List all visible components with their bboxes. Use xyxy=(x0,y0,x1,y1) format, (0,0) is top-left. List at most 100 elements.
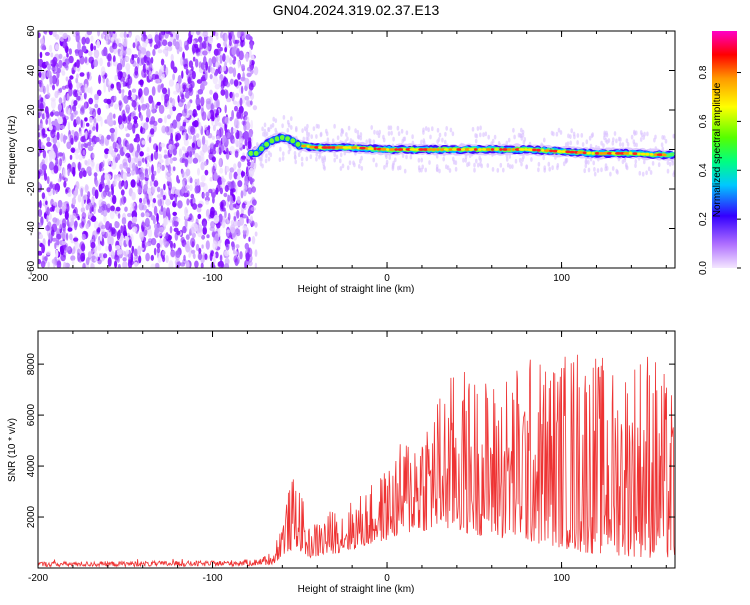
noise-speckle xyxy=(240,39,246,47)
noise-speckle xyxy=(157,255,162,263)
noise-speckle xyxy=(61,70,66,76)
faint-speckle xyxy=(300,156,304,162)
noise-speckle xyxy=(189,184,193,192)
noise-speckle xyxy=(167,46,173,52)
noise-speckle xyxy=(242,144,246,150)
noise-speckle xyxy=(244,95,250,101)
signal-core-blob xyxy=(443,148,449,151)
faint-speckle xyxy=(641,171,645,177)
noise-speckle xyxy=(253,66,259,76)
noise-speckle xyxy=(245,52,249,62)
noise-speckle xyxy=(232,137,235,144)
noise-speckle xyxy=(80,119,83,128)
noise-speckle xyxy=(112,61,119,67)
noise-speckle xyxy=(252,105,258,111)
noise-speckle xyxy=(121,195,126,205)
faint-speckle xyxy=(387,131,391,136)
noise-speckle xyxy=(144,217,150,228)
noise-speckle xyxy=(56,131,60,141)
noise-speckle xyxy=(241,202,246,209)
noise-speckle xyxy=(169,226,173,234)
signal-bead xyxy=(294,140,302,148)
faint-speckle xyxy=(473,167,476,173)
noise-speckle xyxy=(167,41,173,47)
noise-speckle xyxy=(93,117,97,123)
signal-core-blob xyxy=(356,146,361,150)
faint-speckle xyxy=(671,160,675,166)
noise-speckle xyxy=(191,241,195,248)
noise-speckle xyxy=(170,60,175,70)
noise-speckle xyxy=(86,31,92,36)
noise-speckle xyxy=(224,184,229,193)
noise-speckle xyxy=(46,206,50,216)
noise-speckle xyxy=(140,35,147,42)
noise-speckle xyxy=(146,152,150,162)
noise-speckle xyxy=(139,53,144,59)
faint-speckle xyxy=(639,130,643,135)
faint-speckle xyxy=(441,137,444,143)
faint-speckle xyxy=(611,166,615,171)
noise-speckle xyxy=(131,216,138,224)
signal-core-blob xyxy=(306,145,310,148)
noise-speckle xyxy=(62,134,67,144)
signal-core-blob xyxy=(301,144,307,148)
noise-speckle xyxy=(231,188,236,193)
noise-speckle xyxy=(65,76,69,82)
noise-speckle xyxy=(65,188,68,195)
noise-speckle xyxy=(175,134,179,142)
noise-speckle xyxy=(237,168,242,176)
noise-speckle xyxy=(132,42,136,49)
faint-speckle xyxy=(310,134,314,140)
noise-speckle xyxy=(220,199,227,207)
noise-speckle xyxy=(88,202,93,207)
noise-speckle xyxy=(208,152,214,161)
noise-speckle xyxy=(68,188,72,194)
noise-speckle xyxy=(198,247,202,254)
noise-speckle xyxy=(192,157,199,164)
noise-speckle xyxy=(162,250,166,256)
noise-speckle xyxy=(145,50,151,58)
noise-speckle xyxy=(165,255,169,264)
faint-speckle xyxy=(642,135,645,140)
faint-speckle xyxy=(322,161,325,167)
noise-speckle xyxy=(194,185,200,194)
noise-speckle xyxy=(156,194,163,199)
noise-speckle xyxy=(172,66,178,74)
noise-speckle xyxy=(157,198,163,207)
faint-speckle xyxy=(339,166,343,171)
faint-speckle xyxy=(331,138,335,144)
y-tick-label: 0 xyxy=(26,146,37,152)
noise-speckle xyxy=(148,136,152,144)
noise-speckle xyxy=(177,179,181,184)
noise-speckle xyxy=(159,31,165,39)
noise-speckle xyxy=(245,99,251,106)
noise-speckle xyxy=(87,87,92,94)
noise-speckle xyxy=(126,56,130,62)
noise-speckle xyxy=(149,180,153,187)
colorbar-tick-label: 0.4 xyxy=(698,163,709,177)
x-tick-label: -200 xyxy=(28,273,48,284)
faint-speckle xyxy=(373,129,376,135)
noise-speckle xyxy=(185,213,189,220)
signal-core-blob xyxy=(414,148,420,151)
faint-speckle xyxy=(555,131,559,137)
noise-speckle xyxy=(112,55,116,63)
faint-speckle xyxy=(302,136,306,142)
noise-speckle xyxy=(162,194,166,200)
noise-speckle xyxy=(213,214,220,224)
noise-speckle xyxy=(185,234,190,241)
noise-speckle xyxy=(152,48,156,57)
noise-speckle xyxy=(112,194,117,205)
faint-speckle xyxy=(543,137,546,143)
faint-speckle xyxy=(600,140,603,146)
faint-speckle xyxy=(293,151,297,156)
faint-speckle xyxy=(378,129,382,135)
noise-speckle xyxy=(217,227,221,238)
colorbar-gradient xyxy=(712,31,737,268)
noise-speckle xyxy=(180,236,185,244)
noise-speckle xyxy=(95,136,100,143)
noise-speckle xyxy=(137,182,142,187)
noise-speckle xyxy=(124,126,128,132)
signal-core-blob xyxy=(485,148,491,151)
noise-speckle xyxy=(236,174,241,181)
